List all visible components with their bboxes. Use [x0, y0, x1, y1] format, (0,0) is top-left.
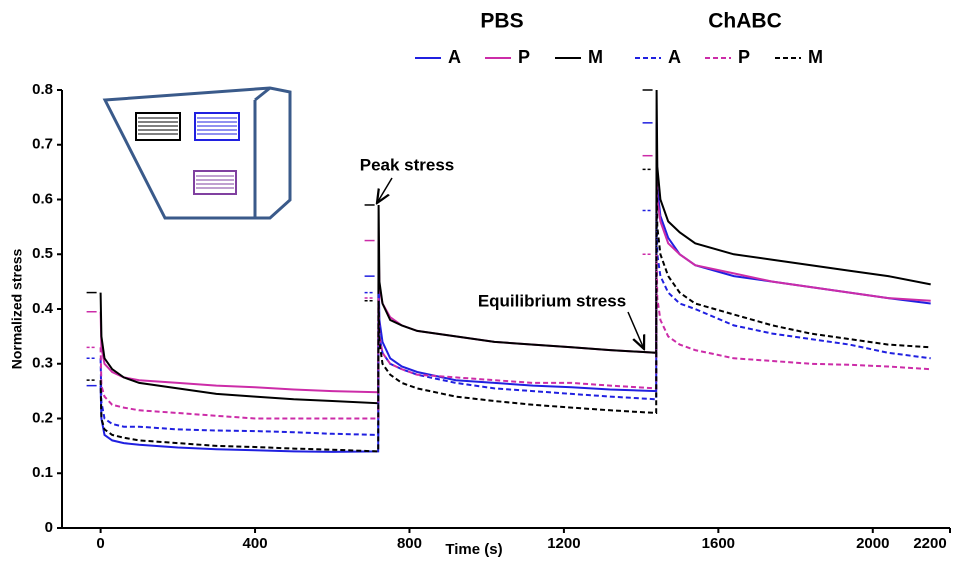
series-line	[99, 210, 931, 436]
y-tick-label: 0	[45, 519, 53, 536]
x-tick-label: 800	[397, 535, 422, 552]
annotation: Equilibrium stress	[478, 291, 626, 310]
y-tick-label: 0.7	[32, 136, 53, 153]
x-tick-label: 0	[96, 535, 104, 552]
legend-label: M	[808, 47, 823, 67]
x-tick-label: 1200	[547, 535, 580, 552]
annotation-arrow	[627, 311, 644, 349]
y-tick-label: 0.5	[32, 245, 53, 262]
y-tick-label: 0.3	[32, 355, 53, 372]
x-axis-label: Time (s)	[445, 541, 502, 558]
legend-label: M	[588, 47, 603, 67]
y-axis-label: Normalized stress	[9, 248, 25, 369]
legend-label: P	[738, 47, 750, 67]
x-tick-label: 2000	[856, 535, 889, 552]
y-tick-label: 0.4	[32, 300, 54, 317]
legend-label: A	[668, 47, 681, 67]
series-line	[99, 169, 931, 453]
annotation-arrow	[377, 177, 393, 203]
x-tick-label: 2200	[913, 535, 946, 552]
inset-diagram	[102, 86, 292, 220]
legend-group-title: ChABC	[708, 10, 782, 33]
x-tick-label: 1600	[702, 535, 735, 552]
y-tick-label: 0.2	[32, 409, 53, 426]
y-tick-label: 0.1	[32, 464, 53, 481]
x-tick-label: 400	[243, 535, 268, 552]
y-tick-label: 0.6	[32, 190, 53, 207]
legend-label: P	[518, 47, 530, 67]
y-tick-label: 0.8	[32, 81, 53, 98]
legend-group-title: PBS	[480, 10, 523, 33]
series-line	[99, 89, 931, 405]
legend-label: A	[448, 47, 461, 67]
series-line	[99, 254, 931, 420]
annotation: Peak stress	[360, 155, 455, 174]
